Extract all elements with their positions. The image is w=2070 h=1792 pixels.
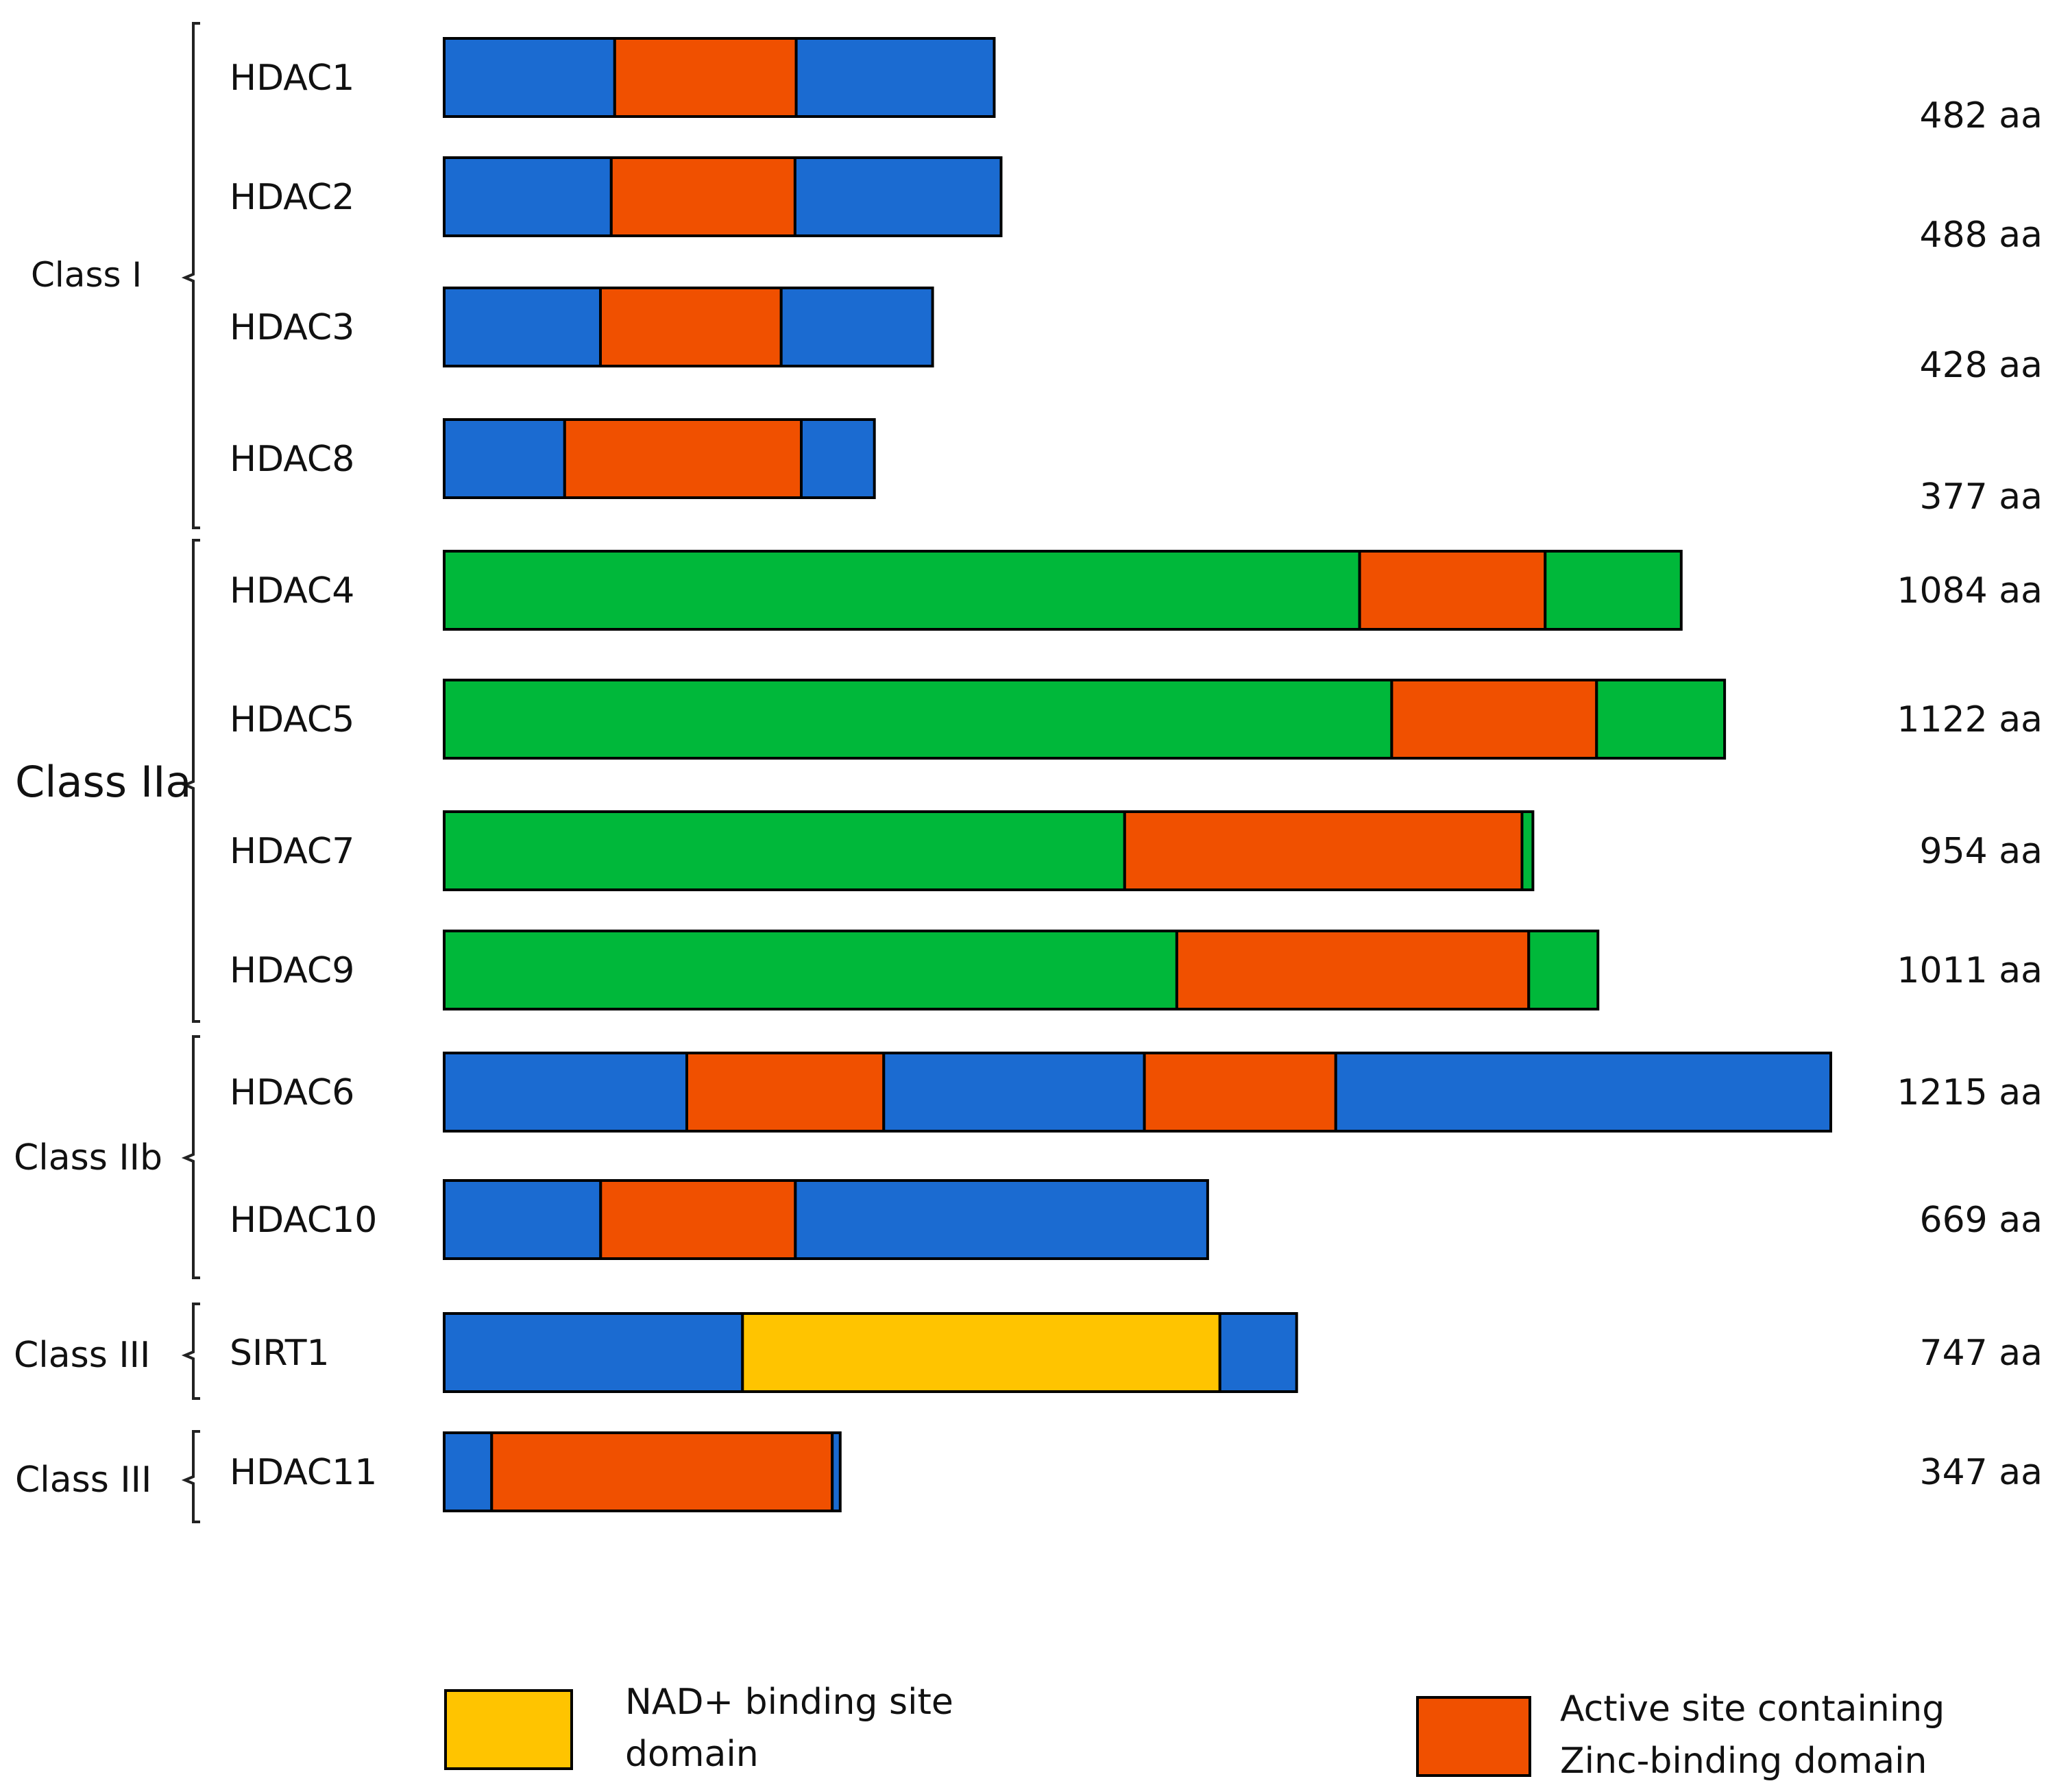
legend-nad-swatch	[444, 1689, 573, 1770]
protein-length-label: 1011 aa	[1897, 950, 2043, 991]
bracket-class-iii-hdac11	[181, 1430, 200, 1523]
domain-segment-other	[779, 287, 934, 367]
protein-name: HDAC7	[230, 831, 354, 872]
class-label-iii-b: Class III	[15, 1460, 151, 1501]
legend: NAD+ binding site domain Active site con…	[444, 1682, 1945, 1782]
class-brackets	[181, 22, 200, 1523]
legend-nad-line2: domain	[625, 1734, 759, 1775]
class-label-i: Class I	[31, 255, 142, 295]
class-label-iia: Class IIa	[15, 757, 191, 807]
domain-segment-zinc	[599, 1179, 797, 1260]
class-label-iib: Class IIb	[14, 1137, 162, 1178]
domain-segment-zinc	[1143, 1052, 1337, 1133]
protein-length-label: 347 aa	[1919, 1452, 2043, 1493]
domain-segment-zinc	[1390, 679, 1598, 760]
protein-name: HDAC1	[230, 58, 354, 99]
protein-length-label: 488 aa	[1919, 215, 2043, 256]
protein-row-hdac2: HDAC2 488 aa	[230, 156, 2043, 256]
protein-length-label: 377 aa	[1919, 476, 2043, 518]
domain-segment-other	[1334, 1052, 1833, 1133]
protein-name: HDAC11	[230, 1452, 377, 1493]
domain-segment-other	[443, 37, 616, 118]
domain-segment-other	[443, 418, 566, 499]
protein-row-hdac5: HDAC5 1122 aa	[230, 679, 2043, 760]
protein-rows: HDAC1 482 aa HDAC2 488 aa HDAC3 428 aa HDAC8 37…	[230, 37, 2043, 1512]
bracket-class-iia	[181, 539, 200, 1023]
protein-length-label: 1122 aa	[1897, 699, 2043, 740]
domain-segment-other	[831, 1431, 842, 1512]
domain-segment-classIIa	[1527, 930, 1600, 1010]
protein-row-hdac7: HDAC7 954 aa	[230, 810, 2043, 891]
domain-segment-zinc	[490, 1431, 834, 1512]
domain-segment-classIIa	[1595, 679, 1727, 760]
protein-row-hdac8: HDAC8 377 aa	[230, 418, 2043, 518]
domain-segment-zinc	[609, 156, 796, 237]
domain-segment-classIIa	[443, 930, 1178, 1010]
protein-row-hdac11: HDAC11 347 aa	[230, 1431, 2043, 1512]
domain-segment-zinc	[1123, 810, 1524, 891]
domain-segment-classIIa	[443, 679, 1393, 760]
class-label-iii-a: Class III	[14, 1335, 150, 1376]
protein-name: HDAC2	[230, 177, 354, 218]
class-labels: Class I Class IIa Class IIb Class III Cl…	[14, 255, 191, 1501]
protein-name: HDAC8	[230, 439, 354, 480]
domain-segment-other	[443, 156, 613, 237]
protein-name: HDAC6	[230, 1072, 354, 1113]
protein-row-hdac4: HDAC4 1084 aa	[230, 550, 2043, 631]
protein-name: HDAC5	[230, 699, 354, 740]
protein-name: SIRT1	[230, 1333, 330, 1374]
protein-length-label: 1084 aa	[1897, 570, 2043, 612]
protein-row-hdac9: HDAC9 1011 aa	[230, 930, 2043, 1010]
protein-name: HDAC10	[230, 1200, 377, 1241]
domain-segment-other	[882, 1052, 1146, 1133]
protein-name: HDAC3	[230, 307, 354, 348]
domain-segment-zinc	[1358, 550, 1547, 631]
domain-segment-other	[443, 1431, 494, 1512]
domain-segment-zinc	[1175, 930, 1531, 1010]
protein-row-hdac10: HDAC10 669 aa	[230, 1179, 2043, 1260]
bracket-class-i	[181, 22, 200, 529]
domain-segment-zinc	[685, 1052, 886, 1133]
protein-row-hdac3: HDAC3 428 aa	[230, 287, 2043, 386]
domain-segment-other	[794, 1179, 1209, 1260]
protein-length-label: 669 aa	[1919, 1200, 2043, 1241]
domain-segment-other	[800, 418, 876, 499]
domain-segment-classIIa	[443, 550, 1361, 631]
protein-row-hdac1: HDAC1 482 aa	[230, 37, 2043, 136]
protein-length-label: 482 aa	[1919, 95, 2043, 136]
domain-segment-other	[794, 37, 996, 118]
domain-segment-nad	[741, 1312, 1221, 1393]
domain-segment-zinc	[613, 37, 798, 118]
protein-length-label: 428 aa	[1919, 345, 2043, 386]
legend-nad-line1: NAD+ binding site	[625, 1682, 953, 1723]
bracket-class-iib	[181, 1035, 200, 1279]
protein-name: HDAC9	[230, 950, 354, 991]
legend-zinc-line1: Active site containing	[1560, 1688, 1945, 1730]
protein-length-label: 747 aa	[1919, 1333, 2043, 1374]
domain-segment-other	[1218, 1312, 1298, 1393]
domain-segment-classIIa	[1520, 810, 1535, 891]
domain-segment-zinc	[563, 418, 803, 499]
bracket-class-iii-sirt	[181, 1303, 200, 1400]
protein-length-label: 954 aa	[1919, 831, 2043, 872]
protein-row-hdac6: HDAC6 1215 aa	[230, 1052, 2043, 1133]
protein-row-sirt1: SIRT1 747 aa	[230, 1312, 2043, 1393]
legend-zinc-swatch	[1416, 1696, 1531, 1777]
protein-length-label: 1215 aa	[1897, 1072, 2043, 1113]
domain-segment-classIIa	[1544, 550, 1683, 631]
domain-segment-other	[443, 1312, 744, 1393]
domain-segment-zinc	[599, 287, 783, 367]
legend-zinc-line2: Zinc-binding domain	[1560, 1741, 1927, 1782]
domain-segment-other	[443, 287, 602, 367]
domain-segment-other	[443, 1179, 602, 1260]
protein-name: HDAC4	[230, 570, 354, 612]
domain-segment-other	[793, 156, 1003, 237]
domain-segment-other	[443, 1052, 688, 1133]
domain-segment-classIIa	[443, 810, 1126, 891]
